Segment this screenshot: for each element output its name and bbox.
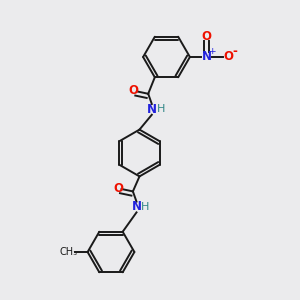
Text: O: O bbox=[128, 84, 138, 97]
Text: O: O bbox=[223, 50, 233, 64]
Text: O: O bbox=[201, 29, 212, 43]
Text: -: - bbox=[232, 45, 237, 58]
Text: N: N bbox=[131, 200, 142, 214]
Text: O: O bbox=[113, 182, 123, 195]
Text: H: H bbox=[157, 104, 165, 114]
Text: N: N bbox=[147, 103, 157, 116]
Text: CH₃: CH₃ bbox=[59, 247, 77, 257]
Text: H: H bbox=[141, 202, 150, 212]
Text: +: + bbox=[208, 47, 215, 56]
Text: N: N bbox=[201, 50, 212, 64]
